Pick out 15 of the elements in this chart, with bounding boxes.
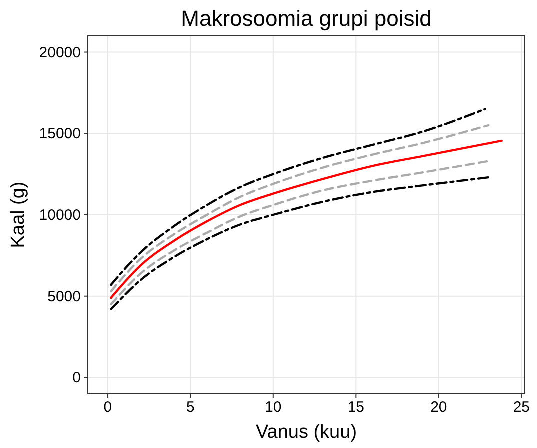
chart-title: Makrosoomia grupi poisid bbox=[181, 6, 432, 31]
x-tick-label: 5 bbox=[186, 399, 195, 416]
y-tick-label: 20000 bbox=[39, 44, 81, 62]
x-tick-label: 10 bbox=[265, 399, 282, 416]
x-tick-label: 15 bbox=[348, 399, 365, 416]
line-series bbox=[110, 140, 503, 300]
x-axis-title: Vanus (kuu) bbox=[256, 422, 358, 443]
y-tick-label: 10000 bbox=[39, 207, 81, 224]
x-tick-label: 20 bbox=[430, 399, 448, 416]
y-tick-label: 0 bbox=[72, 370, 81, 387]
y-tick-label: 15000 bbox=[39, 126, 81, 143]
x-tick-label: 0 bbox=[104, 399, 112, 416]
y-axis-title: Kaal (g) bbox=[8, 182, 29, 248]
y-tick-label: 5000 bbox=[48, 288, 81, 306]
x-tick-label: 25 bbox=[513, 399, 530, 416]
